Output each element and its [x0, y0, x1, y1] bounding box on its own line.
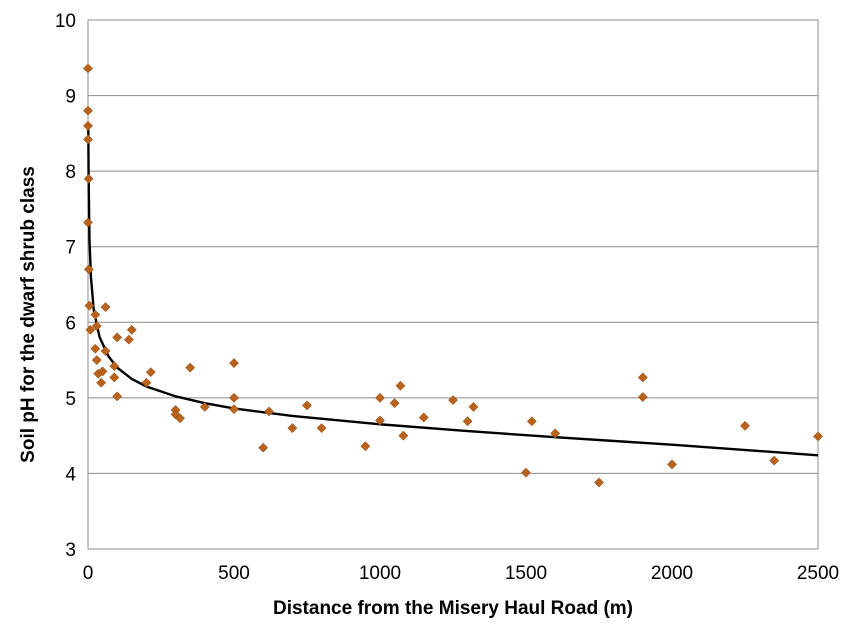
x-tick-label: 1500: [505, 563, 547, 584]
plot-area-frame: [87, 19, 819, 550]
data-point: [395, 380, 406, 391]
x-tick-label: 2500: [797, 563, 839, 584]
data-point: [448, 395, 458, 406]
x-tick-label: 0: [83, 563, 94, 584]
data-point: [141, 377, 152, 388]
y-axis-title: Soil pH for the dwarf shrub class: [18, 166, 39, 463]
data-point: [637, 392, 648, 403]
data-point: [462, 416, 473, 427]
data-point: [100, 302, 111, 313]
data-point: [521, 467, 531, 478]
data-point: [185, 362, 196, 373]
data-point: [258, 442, 269, 453]
data-point: [468, 401, 479, 412]
data-point: [287, 423, 298, 434]
data-point: [100, 346, 111, 356]
data-point: [175, 413, 185, 424]
data-point: [667, 459, 677, 470]
data-point: [91, 355, 102, 366]
y-tick-label: 3: [65, 540, 76, 561]
x-axis-tick-labels: 0 500 1000 1500 2000 2500: [83, 563, 839, 584]
x-axis-title: Distance from the Misery Haul Road (m): [273, 598, 633, 619]
data-point: [229, 404, 239, 415]
data-point: [90, 343, 101, 354]
data-point: [229, 358, 239, 369]
data-point: [112, 391, 123, 402]
data-point: [90, 309, 101, 320]
data-point: [389, 398, 400, 409]
y-tick-label: 8: [65, 162, 76, 183]
data-point: [264, 406, 274, 417]
data-point: [83, 105, 93, 116]
y-tick-label: 9: [65, 87, 76, 108]
data-point: [229, 392, 239, 403]
data-point: [123, 334, 134, 345]
data-point: [83, 63, 93, 74]
x-tick-label: 2000: [651, 563, 693, 584]
y-tick-label: 7: [65, 238, 76, 259]
data-points: [83, 63, 823, 488]
data-point: [550, 428, 561, 439]
data-point: [109, 361, 120, 372]
data-point: [83, 264, 94, 275]
data-point: [96, 377, 107, 388]
data-point: [418, 412, 429, 423]
data-point: [85, 324, 96, 335]
y-axis-tick-labels: 3 4 5 6 7 8 9 10: [55, 11, 77, 561]
data-point: [83, 120, 93, 131]
data-point: [302, 400, 312, 411]
y-tick-label: 5: [65, 389, 76, 410]
data-point: [526, 416, 537, 427]
y-tick-label: 4: [65, 464, 76, 485]
data-point: [83, 217, 93, 228]
data-point: [199, 401, 210, 412]
x-tick-label: 1000: [359, 563, 401, 584]
y-tick-label: 6: [65, 313, 76, 334]
data-point: [637, 372, 648, 383]
data-point: [91, 321, 102, 332]
data-point: [594, 477, 604, 488]
y-tick-label: 10: [55, 11, 76, 32]
data-point: [316, 423, 327, 434]
x-tick-label: 500: [218, 563, 250, 584]
data-point: [145, 367, 156, 378]
data-point: [813, 431, 823, 442]
data-point: [769, 455, 780, 466]
data-point: [83, 173, 94, 184]
data-point: [740, 420, 750, 431]
data-point: [84, 300, 95, 311]
data-point: [360, 441, 371, 452]
data-point: [97, 366, 108, 377]
data-point: [375, 415, 385, 426]
data-point: [375, 392, 385, 403]
data-point: [398, 430, 409, 441]
data-point: [112, 332, 123, 343]
data-point: [126, 324, 137, 335]
data-point: [109, 372, 120, 383]
data-point: [83, 134, 93, 145]
